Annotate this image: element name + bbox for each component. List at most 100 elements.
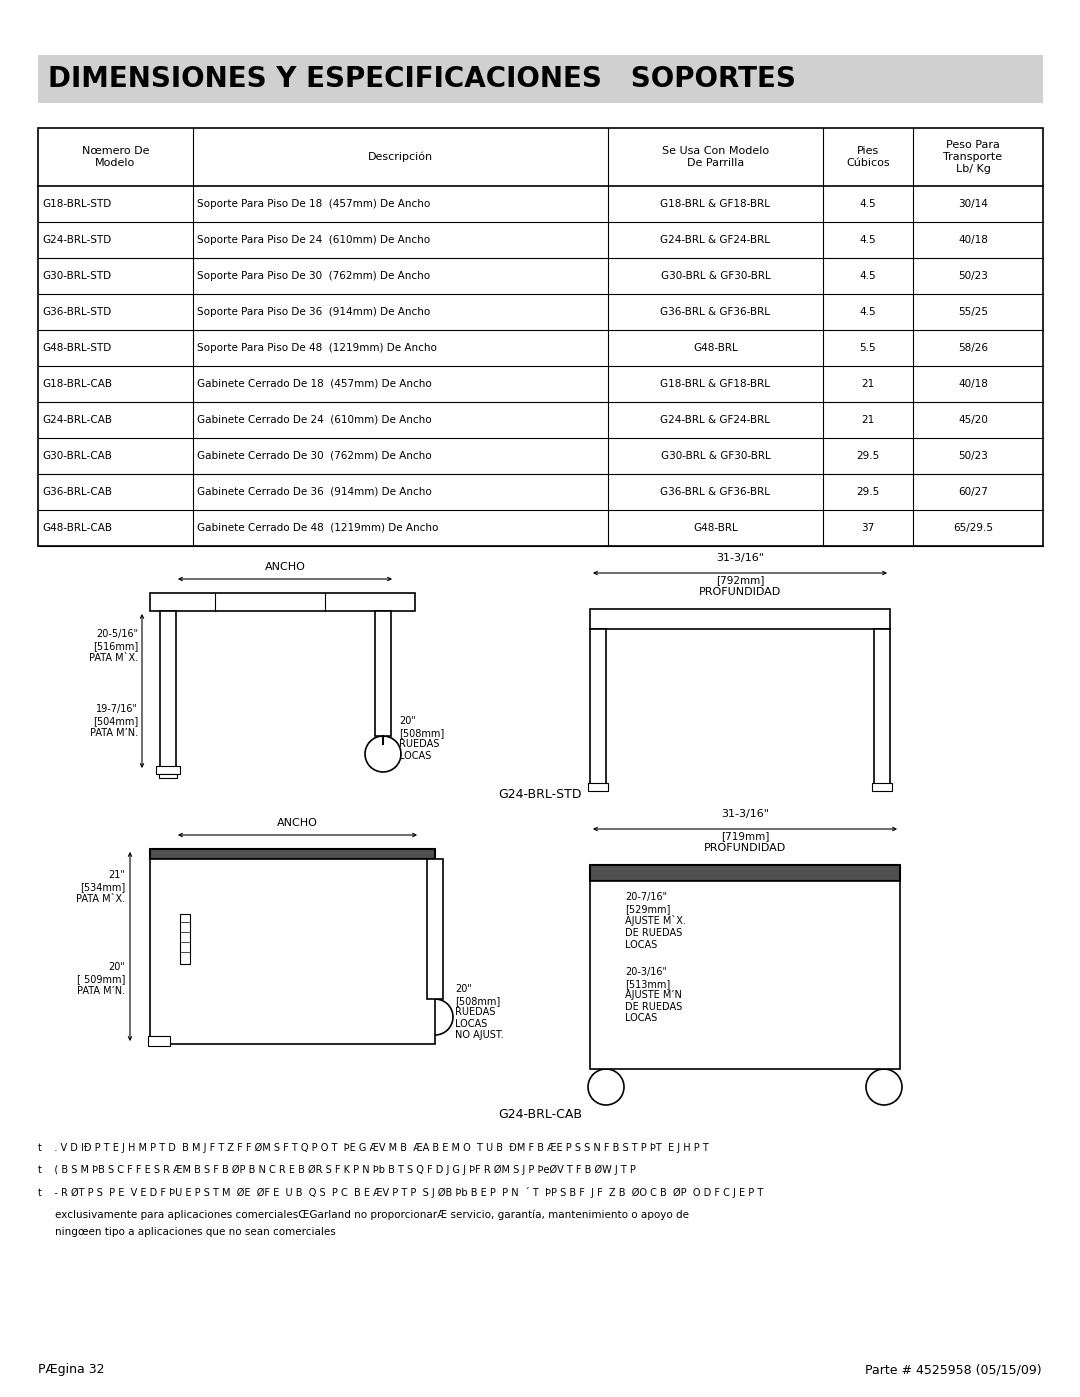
- Text: G24-BRL-STD: G24-BRL-STD: [42, 235, 111, 244]
- Text: Gabinete Cerrado De 48  (1219mm) De Ancho: Gabinete Cerrado De 48 (1219mm) De Ancho: [197, 522, 438, 534]
- Text: PROFUNDIDAD: PROFUNDIDAD: [699, 587, 781, 597]
- Text: Gabinete Cerrado De 36  (914mm) De Ancho: Gabinete Cerrado De 36 (914mm) De Ancho: [197, 488, 432, 497]
- Text: 21: 21: [862, 379, 875, 388]
- Text: G30-BRL & GF30-BRL: G30-BRL & GF30-BRL: [661, 451, 770, 461]
- Text: Nœmero De
Modelo: Nœmero De Modelo: [82, 147, 149, 168]
- Text: G30-BRL-CAB: G30-BRL-CAB: [42, 451, 112, 461]
- Text: G24-BRL & GF24-BRL: G24-BRL & GF24-BRL: [661, 415, 770, 425]
- Text: G48-BRL: G48-BRL: [693, 344, 738, 353]
- Text: G24-BRL-CAB: G24-BRL-CAB: [498, 1108, 582, 1122]
- Text: G30-BRL-STD: G30-BRL-STD: [42, 271, 111, 281]
- Bar: [590, 882, 900, 1069]
- Text: 37: 37: [862, 522, 875, 534]
- Text: 21"
[534mm]
PATA M`X.: 21" [534mm] PATA M`X.: [76, 870, 125, 904]
- Text: 4.5: 4.5: [860, 198, 876, 210]
- Bar: [150, 859, 435, 1044]
- Text: exclusivamente para aplicaciones comercialesŒGarland no proporcionarÆ servicio, : exclusivamente para aplicaciones comerci…: [55, 1208, 689, 1220]
- Bar: [148, 1037, 170, 1046]
- Bar: [156, 766, 180, 774]
- Text: Pies
Cúbicos: Pies Cúbicos: [847, 147, 890, 168]
- Text: G30-BRL & GF30-BRL: G30-BRL & GF30-BRL: [661, 271, 770, 281]
- Text: 20-3/16"
[513mm]
AJUSTE M’N
DE RUEDAS
LOCAS: 20-3/16" [513mm] AJUSTE M’N DE RUEDAS LO…: [625, 967, 683, 1024]
- Text: 29.5: 29.5: [856, 451, 879, 461]
- Text: Descripción: Descripción: [368, 152, 433, 162]
- Text: G18-BRL & GF18-BRL: G18-BRL & GF18-BRL: [661, 198, 770, 210]
- Text: 4.5: 4.5: [860, 307, 876, 317]
- Text: G36-BRL & GF36-BRL: G36-BRL & GF36-BRL: [661, 307, 770, 317]
- Text: [792mm]: [792mm]: [716, 576, 765, 585]
- Text: Gabinete Cerrado De 18  (457mm) De Ancho: Gabinete Cerrado De 18 (457mm) De Ancho: [197, 379, 432, 388]
- Text: 20"
[508mm]
RUEDAS
LOCAS: 20" [508mm] RUEDAS LOCAS: [399, 717, 444, 761]
- Text: 4.5: 4.5: [860, 271, 876, 281]
- Text: ningœen tipo a aplicaciones que no sean comerciales: ningœen tipo a aplicaciones que no sean …: [55, 1227, 336, 1236]
- Bar: [872, 782, 892, 791]
- Bar: [150, 592, 415, 610]
- Text: 20-5/16"
[516mm]
PATA M`X.: 20-5/16" [516mm] PATA M`X.: [89, 630, 138, 662]
- Text: G18-BRL-CAB: G18-BRL-CAB: [42, 379, 112, 388]
- Text: G48-BRL-CAB: G48-BRL-CAB: [42, 522, 112, 534]
- Text: 60/27: 60/27: [958, 488, 988, 497]
- Bar: [375, 610, 391, 736]
- Text: ANCHO: ANCHO: [265, 562, 306, 571]
- Text: ANCHO: ANCHO: [278, 819, 318, 828]
- Text: 21: 21: [862, 415, 875, 425]
- Text: G24-BRL & GF24-BRL: G24-BRL & GF24-BRL: [661, 235, 770, 244]
- Text: G18-BRL-STD: G18-BRL-STD: [42, 198, 111, 210]
- Bar: [150, 849, 435, 859]
- Text: 29.5: 29.5: [856, 488, 879, 497]
- Text: G36-BRL-CAB: G36-BRL-CAB: [42, 488, 112, 497]
- Bar: [590, 865, 900, 882]
- Text: Peso Para
Transporte
Lb/ Kg: Peso Para Transporte Lb/ Kg: [944, 141, 1002, 173]
- Text: 40/18: 40/18: [958, 379, 988, 388]
- Bar: [38, 54, 1043, 103]
- Text: Soporte Para Piso De 30  (762mm) De Ancho: Soporte Para Piso De 30 (762mm) De Ancho: [197, 271, 430, 281]
- Text: 40/18: 40/18: [958, 235, 988, 244]
- Text: Soporte Para Piso De 18  (457mm) De Ancho: Soporte Para Piso De 18 (457mm) De Ancho: [197, 198, 430, 210]
- Text: 55/25: 55/25: [958, 307, 988, 317]
- Text: 45/20: 45/20: [958, 415, 988, 425]
- Text: G24-BRL-STD: G24-BRL-STD: [498, 788, 582, 802]
- Text: t    - R ØT P S  P E  V E D F ÞU E P S T M  ØE  ØF E  U B  Q S  P C  B E ÆV P T : t - R ØT P S P E V E D F ÞU E P S T M ØE…: [38, 1187, 764, 1199]
- Text: 20"
[508mm]
RUEDAS
LOCAS
NO AJUST.: 20" [508mm] RUEDAS LOCAS NO AJUST.: [455, 983, 503, 1041]
- Text: t    . V D IÐ P T E J H M P T D  B M J F T Z F F ØM S F T Q P O T  ÞE G ÆV M B  : t . V D IÐ P T E J H M P T D B M J F T Z…: [38, 1143, 708, 1153]
- Text: 30/14: 30/14: [958, 198, 988, 210]
- Text: DIMENSIONES Y ESPECIFICACIONES   SOPORTES: DIMENSIONES Y ESPECIFICACIONES SOPORTES: [48, 66, 796, 94]
- Text: 31-3/16": 31-3/16": [716, 553, 764, 563]
- Text: 19-7/16"
[504mm]
PATA M’N.: 19-7/16" [504mm] PATA M’N.: [90, 704, 138, 738]
- Text: 31-3/16": 31-3/16": [721, 809, 769, 819]
- Text: G48-BRL-STD: G48-BRL-STD: [42, 344, 111, 353]
- Text: Parte # 4525958 (05/15/09): Parte # 4525958 (05/15/09): [865, 1363, 1042, 1376]
- Text: 20"
[ 509mm]
PATA M’N.: 20" [ 509mm] PATA M’N.: [77, 963, 125, 996]
- Text: 50/23: 50/23: [958, 451, 988, 461]
- Bar: [590, 609, 890, 629]
- Text: 20-7/16"
[529mm]
AJUSTE M`X.
DE RUEDAS
LOCAS: 20-7/16" [529mm] AJUSTE M`X. DE RUEDAS L…: [625, 893, 686, 950]
- Text: Gabinete Cerrado De 24  (610mm) De Ancho: Gabinete Cerrado De 24 (610mm) De Ancho: [197, 415, 432, 425]
- Text: t    ( B S M ÞB S C F F E S R ÆM B S F B ØP B N C R E B ØR S F K P N Þb B T S Q : t ( B S M ÞB S C F F E S R ÆM B S F B ØP…: [38, 1165, 636, 1175]
- Text: G24-BRL-CAB: G24-BRL-CAB: [42, 415, 112, 425]
- Bar: [159, 774, 177, 778]
- Bar: [590, 629, 606, 787]
- Text: 4.5: 4.5: [860, 235, 876, 244]
- Text: 50/23: 50/23: [958, 271, 988, 281]
- Text: PROFUNDIDAD: PROFUNDIDAD: [704, 842, 786, 854]
- Text: G48-BRL: G48-BRL: [693, 522, 738, 534]
- Bar: [427, 859, 443, 999]
- Text: Soporte Para Piso De 36  (914mm) De Ancho: Soporte Para Piso De 36 (914mm) De Ancho: [197, 307, 430, 317]
- Text: G18-BRL & GF18-BRL: G18-BRL & GF18-BRL: [661, 379, 770, 388]
- Text: Se Usa Con Modelo
De Parrilla: Se Usa Con Modelo De Parrilla: [662, 147, 769, 168]
- Text: Soporte Para Piso De 24  (610mm) De Ancho: Soporte Para Piso De 24 (610mm) De Ancho: [197, 235, 430, 244]
- Text: [719mm]: [719mm]: [720, 831, 769, 841]
- Text: G36-BRL-STD: G36-BRL-STD: [42, 307, 111, 317]
- Text: Gabinete Cerrado De 30  (762mm) De Ancho: Gabinete Cerrado De 30 (762mm) De Ancho: [197, 451, 432, 461]
- Bar: [180, 914, 190, 964]
- Bar: [160, 610, 176, 771]
- Bar: [874, 629, 890, 787]
- Bar: [588, 782, 608, 791]
- Text: 58/26: 58/26: [958, 344, 988, 353]
- Text: 5.5: 5.5: [860, 344, 876, 353]
- Text: PÆgina 32: PÆgina 32: [38, 1363, 105, 1376]
- Text: 65/29.5: 65/29.5: [953, 522, 993, 534]
- Text: G36-BRL & GF36-BRL: G36-BRL & GF36-BRL: [661, 488, 770, 497]
- Bar: [38, 129, 1043, 546]
- Text: Soporte Para Piso De 48  (1219mm) De Ancho: Soporte Para Piso De 48 (1219mm) De Anch…: [197, 344, 437, 353]
